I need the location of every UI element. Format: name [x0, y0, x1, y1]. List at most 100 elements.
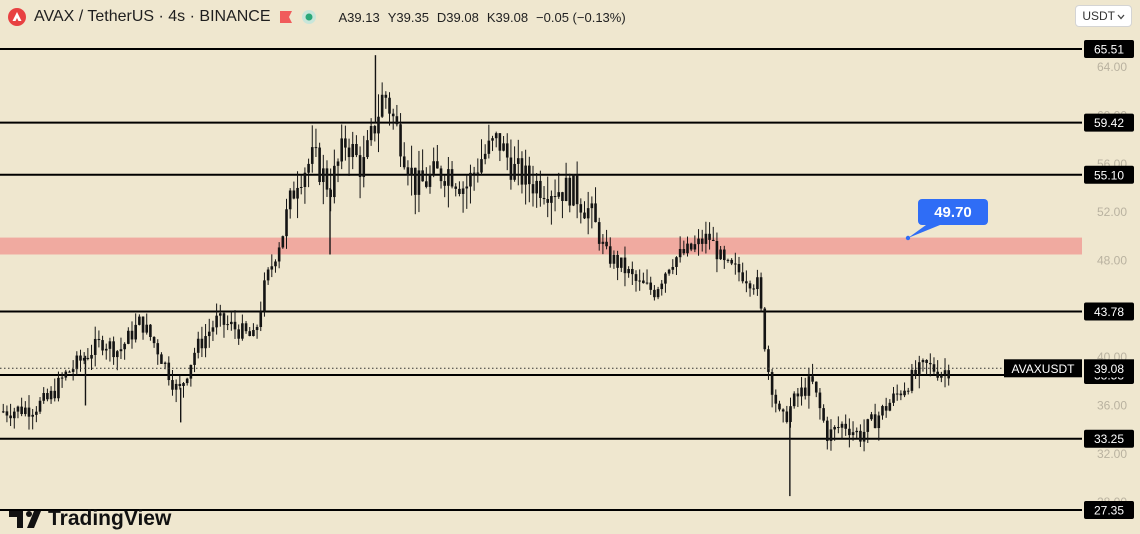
candle-body: [745, 281, 748, 284]
resistance-zone: [0, 237, 1082, 255]
candle-body: [281, 236, 285, 248]
candle-body: [767, 349, 770, 373]
candle-body: [564, 177, 568, 202]
candle-body: [138, 316, 141, 325]
candle-body: [391, 113, 395, 117]
candle-body: [130, 330, 134, 340]
candle-body: [314, 147, 318, 149]
y-tick-label: 36.00: [1097, 399, 1127, 413]
candle-body: [899, 393, 903, 396]
candle-body: [884, 406, 888, 411]
candle-body: [561, 192, 564, 202]
candle-body: [189, 364, 193, 379]
candle-body: [207, 331, 211, 337]
candle-body: [9, 415, 12, 419]
candle-body: [814, 381, 818, 393]
candle-body: [171, 380, 174, 390]
candle-body: [829, 429, 833, 441]
candle-body: [608, 246, 612, 264]
candle-body: [90, 354, 93, 359]
candle-body: [277, 247, 281, 262]
candle-body: [351, 143, 355, 158]
chart-header: AVAX / TetherUS · 4s · BINANCE A39.13 Y3…: [8, 6, 626, 28]
candle-body: [855, 430, 859, 433]
candle-body: [840, 423, 844, 428]
candle-body: [656, 289, 660, 298]
currency-selector[interactable]: USDT: [1075, 5, 1132, 27]
candle-body: [480, 159, 483, 173]
candle-body: [432, 161, 435, 174]
candle-body: [575, 174, 579, 205]
symbol-label-box: [1004, 359, 1082, 378]
candle-body: [531, 184, 535, 194]
candle-body: [152, 336, 156, 344]
candle-body: [568, 177, 572, 206]
candle-body: [12, 411, 16, 419]
candle-body: [333, 165, 336, 198]
callout-label: 49.70: [934, 204, 972, 221]
candle-body: [542, 197, 546, 200]
symbol-title[interactable]: AVAX / TetherUS · 4s · BINANCE: [34, 8, 271, 25]
candle-body: [642, 280, 645, 284]
candle-body: [616, 254, 619, 268]
candle-body: [193, 352, 196, 365]
level-label: 55.10: [1094, 168, 1124, 182]
candle-body: [579, 204, 583, 213]
candle-body: [16, 406, 20, 412]
candle-body: [778, 403, 781, 410]
market-status-icon[interactable]: [301, 9, 317, 25]
candle-body: [730, 259, 733, 264]
candle-body: [402, 156, 406, 168]
candle-body: [112, 341, 115, 358]
candle-body: [388, 97, 391, 114]
candle-body: [31, 414, 34, 417]
candle-body: [296, 187, 299, 199]
candle-body: [700, 238, 704, 244]
candle-body: [79, 355, 82, 361]
tradingview-logo-icon: [8, 508, 42, 530]
candle-body: [822, 408, 825, 421]
candle-body: [734, 263, 737, 265]
candle-body: [292, 190, 296, 199]
candle-body: [811, 376, 814, 382]
candle-body: [395, 116, 399, 125]
candle-body: [722, 249, 726, 261]
candle-body: [770, 372, 774, 395]
candle-body: [528, 165, 531, 185]
candle-body: [355, 143, 358, 156]
candle-body: [675, 257, 678, 267]
level-label-box: [1084, 40, 1134, 58]
candle-body: [594, 203, 597, 223]
candle-body: [373, 126, 377, 134]
candle-body: [163, 362, 167, 364]
candle-body: [299, 186, 303, 188]
candle-body: [590, 203, 594, 209]
candle-body: [185, 378, 189, 384]
candle-body: [358, 155, 362, 178]
candle-body: [417, 170, 421, 195]
candle-body: [627, 268, 630, 274]
candle-body: [458, 188, 461, 194]
candle-body: [307, 163, 310, 173]
brand-name: TradingView: [48, 507, 172, 530]
level-label: 43.78: [1094, 305, 1124, 319]
candle-body: [881, 406, 884, 416]
candle-body: [796, 393, 800, 397]
candle-body: [42, 393, 46, 401]
candle-body: [550, 196, 553, 203]
candle-body: [5, 411, 9, 416]
candle-body: [421, 170, 424, 182]
candle-body: [447, 169, 450, 186]
candle-body: [97, 338, 101, 341]
candle-body: [252, 330, 255, 337]
candle-body: [917, 362, 921, 376]
candle-body: [82, 357, 86, 361]
y-tick-label: 52.00: [1097, 205, 1127, 219]
y-tick-label: 32.00: [1097, 447, 1127, 461]
callout-anchor-dot: [905, 235, 911, 241]
flag-icon[interactable]: [279, 10, 293, 24]
candle-body: [825, 420, 829, 441]
candle-body: [366, 140, 369, 158]
